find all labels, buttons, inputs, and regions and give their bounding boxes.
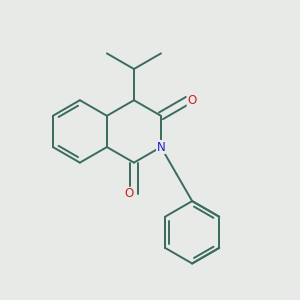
Text: N: N xyxy=(157,140,165,154)
Text: O: O xyxy=(187,94,196,107)
Text: O: O xyxy=(124,187,133,200)
